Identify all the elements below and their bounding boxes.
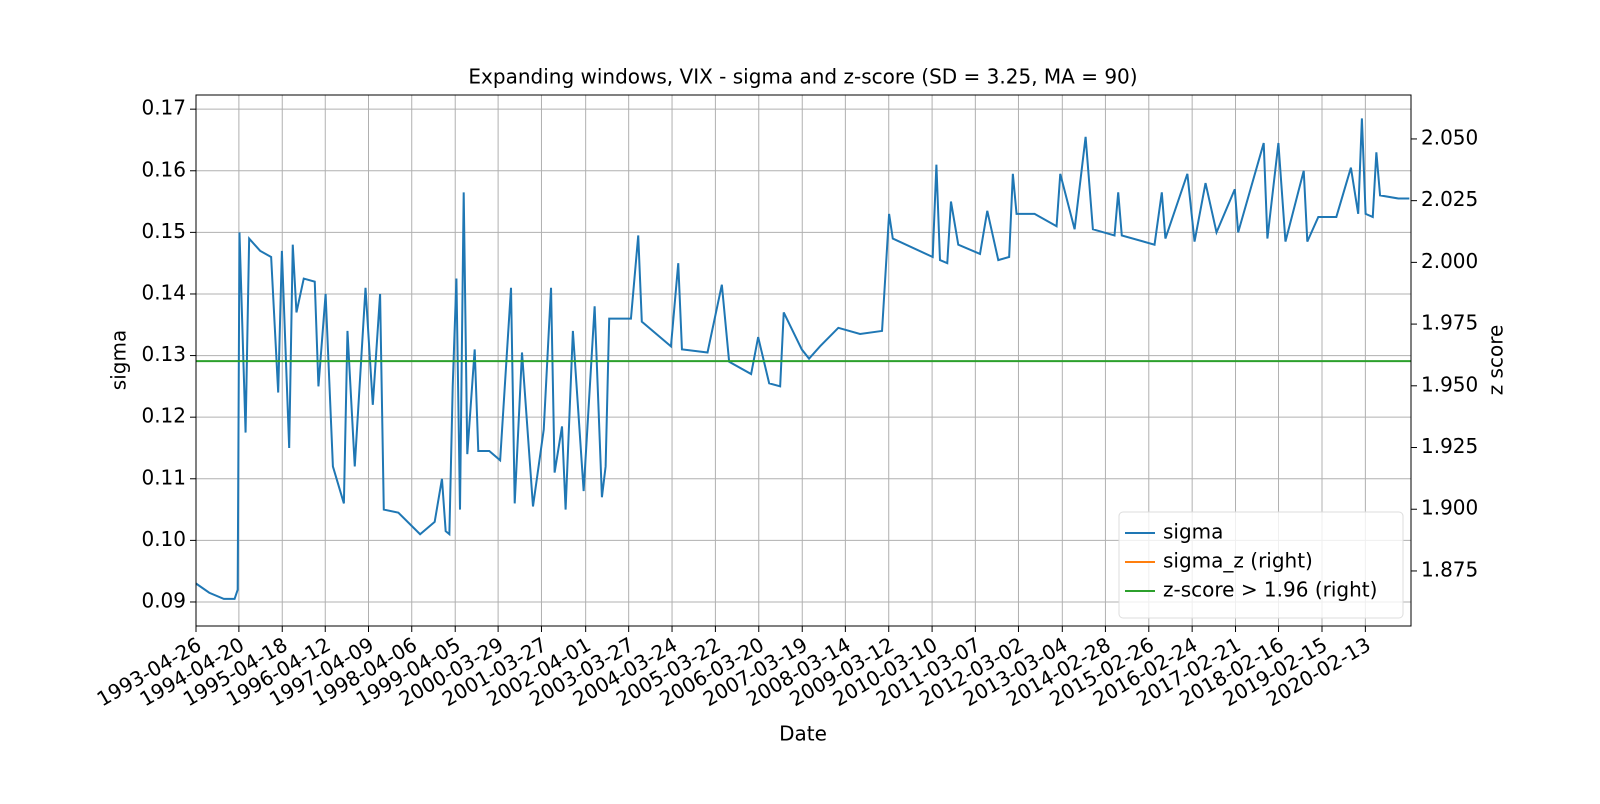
y-tick-label: 0.17 bbox=[141, 96, 186, 120]
y-tick-label: 0.11 bbox=[141, 465, 186, 489]
plot-frame bbox=[195, 94, 1412, 627]
y-tick-label: 0.09 bbox=[141, 588, 186, 612]
legend-label: z-score > 1.96 (right) bbox=[1163, 578, 1377, 602]
y2-tick-label: 1.875 bbox=[1421, 557, 1478, 581]
legend-label: sigma_z (right) bbox=[1163, 549, 1313, 573]
y2-tick-label: 1.950 bbox=[1421, 372, 1478, 396]
legend-box bbox=[1118, 511, 1404, 619]
y-tick-label: 0.12 bbox=[141, 404, 186, 428]
y-tick-label: 0.10 bbox=[141, 527, 186, 551]
y2-tick-label: 2.000 bbox=[1421, 249, 1478, 273]
y2-tick-label: 2.025 bbox=[1421, 187, 1478, 211]
y2-tick-label: 1.975 bbox=[1421, 311, 1478, 335]
chart-title: Expanding windows, VIX - sigma and z-sco… bbox=[468, 65, 1137, 89]
legend-label: sigma bbox=[1163, 520, 1223, 544]
y-tick-label: 0.13 bbox=[141, 342, 186, 366]
y2-tick-label: 2.050 bbox=[1421, 125, 1478, 149]
y2-axis-label: z score bbox=[1484, 325, 1508, 396]
y-tick-label: 0.16 bbox=[141, 157, 186, 181]
y2-tick-label: 1.900 bbox=[1421, 496, 1478, 520]
x-axis-label: Date bbox=[779, 722, 827, 746]
y2-tick-label: 1.925 bbox=[1421, 434, 1478, 458]
y-tick-label: 0.15 bbox=[141, 219, 186, 243]
y-axis-label: sigma bbox=[107, 330, 131, 390]
y-tick-label: 0.14 bbox=[141, 280, 186, 304]
series-line bbox=[195, 118, 1410, 600]
